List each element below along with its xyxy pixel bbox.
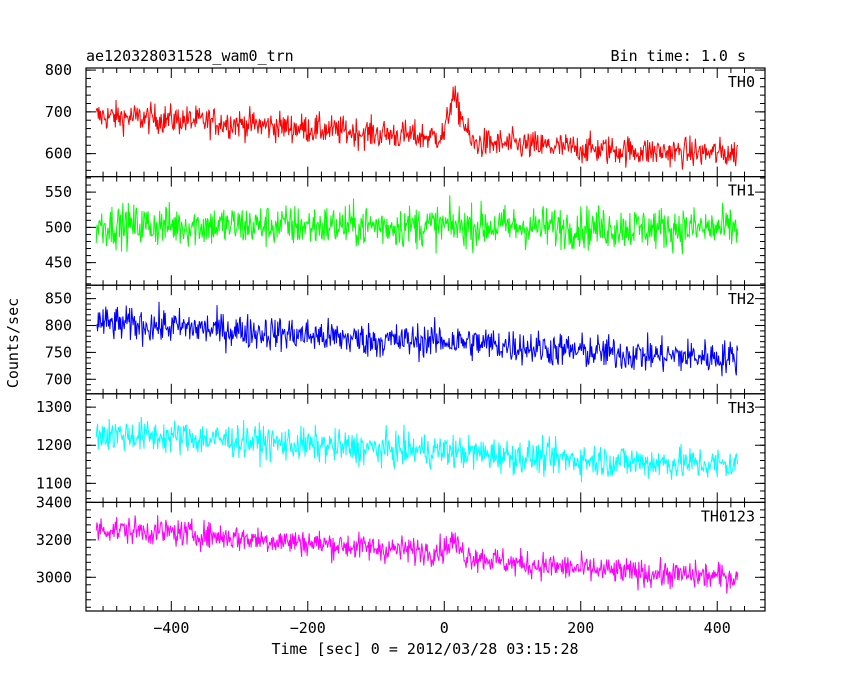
- y-tick-label: 1300: [36, 398, 72, 416]
- x-axis-label: Time [sec] 0 = 2012/03/28 03:15:28: [271, 640, 578, 658]
- y-tick-label: 700: [45, 103, 72, 121]
- y-tick-label: 750: [45, 343, 72, 361]
- y-axis-label: Counts/sec: [4, 298, 22, 388]
- x-tick-label: −200: [290, 619, 326, 637]
- panels-group: 600 700 800 TH0 450 500 550 TH1 700 750 800 850 TH2 1…: [36, 61, 766, 612]
- series-th2: [95, 301, 739, 377]
- panel-th0123: 3000 3200 3400 TH0123: [36, 493, 766, 612]
- panel-th3: 1100 1200 1300 TH3: [36, 393, 766, 503]
- x-tick-label: 200: [567, 619, 594, 637]
- panel-label: TH3: [728, 399, 755, 417]
- panel-th0: 600 700 800 TH0: [45, 61, 766, 178]
- panel-label: TH0123: [701, 507, 755, 525]
- series-th0123: [95, 515, 739, 594]
- chart-title: ae120328031528_wam0_trn: [86, 47, 294, 65]
- x-axis: −400 −200 0 200 400: [153, 619, 731, 637]
- series-th1: [95, 195, 739, 255]
- panel-label: TH0: [728, 73, 755, 91]
- bin-time-label: Bin time: 1.0 s: [611, 47, 746, 65]
- x-tick-label: 400: [704, 619, 731, 637]
- y-tick-label: 500: [45, 218, 72, 236]
- y-tick-label: 3400: [36, 493, 72, 511]
- y-tick-label: 550: [45, 183, 72, 201]
- y-tick-label: 1100: [36, 474, 72, 492]
- panel-frame: [85, 501, 766, 612]
- panel-label: TH1: [728, 182, 755, 200]
- y-tick-label: 600: [45, 145, 72, 163]
- panel-th1: 450 500 550 TH1: [45, 176, 766, 286]
- series-th3: [95, 416, 739, 483]
- y-tick-label: 450: [45, 254, 72, 272]
- y-tick-label: 700: [45, 370, 72, 388]
- y-tick-label: 800: [45, 61, 72, 79]
- y-tick-label: 850: [45, 290, 72, 308]
- y-tick-label: 1200: [36, 436, 72, 454]
- y-tick-label: 3000: [36, 568, 72, 586]
- y-tick-label: 800: [45, 317, 72, 335]
- panel-th2: 700 750 800 850 TH2: [45, 284, 766, 395]
- x-tick-label: 0: [440, 619, 449, 637]
- y-tick-label: 3200: [36, 531, 72, 549]
- x-tick-label: −400: [153, 619, 189, 637]
- panel-label: TH2: [728, 290, 755, 308]
- series-th0: [95, 85, 739, 170]
